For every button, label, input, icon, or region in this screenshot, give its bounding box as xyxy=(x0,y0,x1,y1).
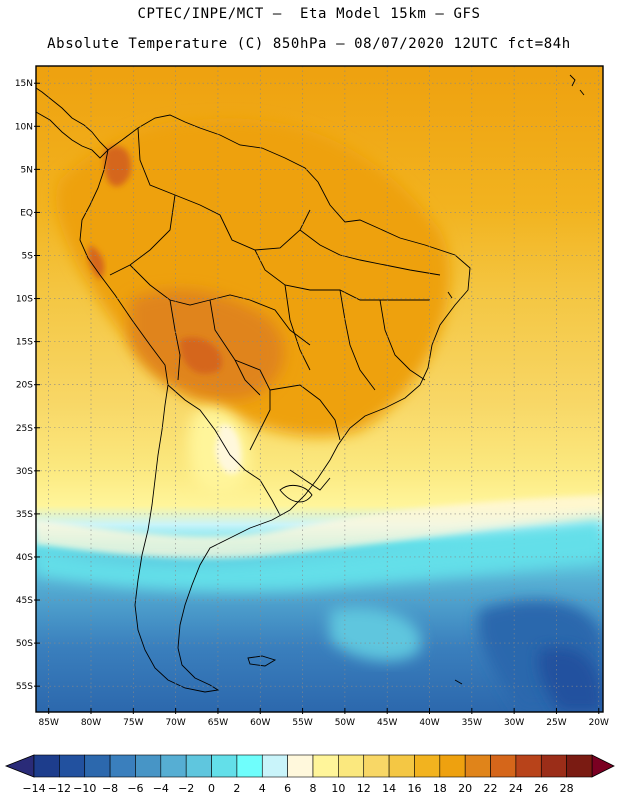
colorbar-label: 16 xyxy=(407,782,421,795)
colorbar-label: 2 xyxy=(233,782,240,795)
colorbar-swatch xyxy=(338,754,365,778)
lat-tick-label: 30S xyxy=(16,467,33,477)
colorbar-swatch xyxy=(261,754,288,778)
lat-tick-label: 5S xyxy=(22,251,34,261)
map-title-line-1: CPTEC/INPE/MCT – Eta Model 15km – GFS xyxy=(137,6,481,22)
colorbar-swatch xyxy=(84,754,111,778)
lat-tick-label: 15S xyxy=(16,338,33,348)
colorbar-label: −12 xyxy=(48,782,71,795)
colorbar-label: −10 xyxy=(73,782,96,795)
lon-tick-label: 85W xyxy=(39,718,59,728)
colorbar-label: −6 xyxy=(127,782,143,795)
lat-tick-label: 40S xyxy=(16,553,33,563)
coastlines xyxy=(36,74,585,693)
colorbar-label: 28 xyxy=(560,782,574,795)
lat-tick-label: EQ xyxy=(20,208,33,218)
lon-tick-label: 25W xyxy=(546,718,566,728)
colorbar-swatch xyxy=(59,754,86,778)
lon-tick-label: 75W xyxy=(123,718,143,728)
map-title-line-2: Absolute Temperature (C) 850hPa – 08/07/… xyxy=(47,36,571,52)
colorbar-swatch xyxy=(33,754,60,778)
longitude-axis: 85W 80W 75W 70W 65W 60W 55W 50W 45W 40W 35W 30W 25W 2… xyxy=(39,708,609,728)
colorbar-label: 0 xyxy=(208,782,215,795)
colorbar-label: −8 xyxy=(102,782,118,795)
colorbar-swatch xyxy=(540,754,567,778)
lat-tick-label: 50S xyxy=(16,639,33,649)
colorbar-swatch xyxy=(312,754,339,778)
colorbar-swatch xyxy=(363,754,390,778)
colorbar-swatch xyxy=(464,754,491,778)
lon-tick-label: 30W xyxy=(504,718,524,728)
lat-tick-label: 45S xyxy=(16,596,33,606)
colorbar-swatch xyxy=(439,754,466,778)
colorbar-swatch xyxy=(236,754,263,778)
colorbar-label: 20 xyxy=(458,782,472,795)
lon-tick-label: 70W xyxy=(165,718,185,728)
graticule xyxy=(36,66,603,712)
colorbar-swatch xyxy=(185,754,212,778)
colorbar-swatch xyxy=(287,754,314,778)
lat-tick-label: 25S xyxy=(16,424,33,434)
colorbar-label: −14 xyxy=(22,782,45,795)
colorbar-swatch xyxy=(211,754,238,778)
colorbar-swatch xyxy=(160,754,187,778)
lat-tick-label: 55S xyxy=(16,682,33,692)
lon-tick-label: 80W xyxy=(81,718,101,728)
lon-tick-label: 20W xyxy=(589,718,609,728)
colorbar-label: 10 xyxy=(331,782,345,795)
lat-tick-label: 5N xyxy=(21,165,33,175)
lon-tick-label: 50W xyxy=(335,718,355,728)
colorbar-label: 18 xyxy=(433,782,447,795)
lat-tick-label: 20S xyxy=(16,381,33,391)
lat-tick-label: 15N xyxy=(15,79,33,89)
colorbar-swatch xyxy=(109,754,136,778)
colorbar-label: −4 xyxy=(153,782,169,795)
colorbar-label: 8 xyxy=(310,782,317,795)
colorbar-label: −2 xyxy=(178,782,194,795)
colorbar-swatch xyxy=(490,754,517,778)
lat-tick-label: 10N xyxy=(15,122,33,132)
lon-tick-label: 40W xyxy=(419,718,439,728)
lat-tick-label: 10S xyxy=(16,295,33,305)
colorbar-under-arrow xyxy=(4,754,35,778)
lon-tick-label: 35W xyxy=(462,718,482,728)
colorbar-swatch xyxy=(566,754,593,778)
lat-tick-label: 35S xyxy=(16,510,33,520)
colorbar-label: 4 xyxy=(259,782,266,795)
lon-tick-label: 45W xyxy=(377,718,397,728)
colorbar-label: 24 xyxy=(509,782,523,795)
colorbar-swatch xyxy=(515,754,542,778)
colorbar: −14 −12 −10 −8 −6 −4 −2 0 2 4 6 8 10 12 14 16 18 20 22 24 26… xyxy=(4,754,615,795)
colorbar-label: 12 xyxy=(357,782,371,795)
temperature-field xyxy=(36,66,603,712)
colorbar-swatch xyxy=(135,754,162,778)
colorbar-swatch xyxy=(388,754,415,778)
colorbar-label: 6 xyxy=(284,782,291,795)
latitude-axis: 15N 10N 5N EQ 5S 10S 15S 20S 25S 30S 35S 40S 45S 50S 5… xyxy=(15,79,40,692)
colorbar-swatch xyxy=(414,754,441,778)
colorbar-label: 22 xyxy=(484,782,498,795)
lon-tick-label: 65W xyxy=(208,718,228,728)
map-frame xyxy=(35,65,604,713)
colorbar-label: 14 xyxy=(382,782,396,795)
colorbar-label: 26 xyxy=(534,782,548,795)
colorbar-over-arrow xyxy=(591,754,615,778)
lon-tick-label: 60W xyxy=(250,718,270,728)
lon-tick-label: 55W xyxy=(292,718,312,728)
